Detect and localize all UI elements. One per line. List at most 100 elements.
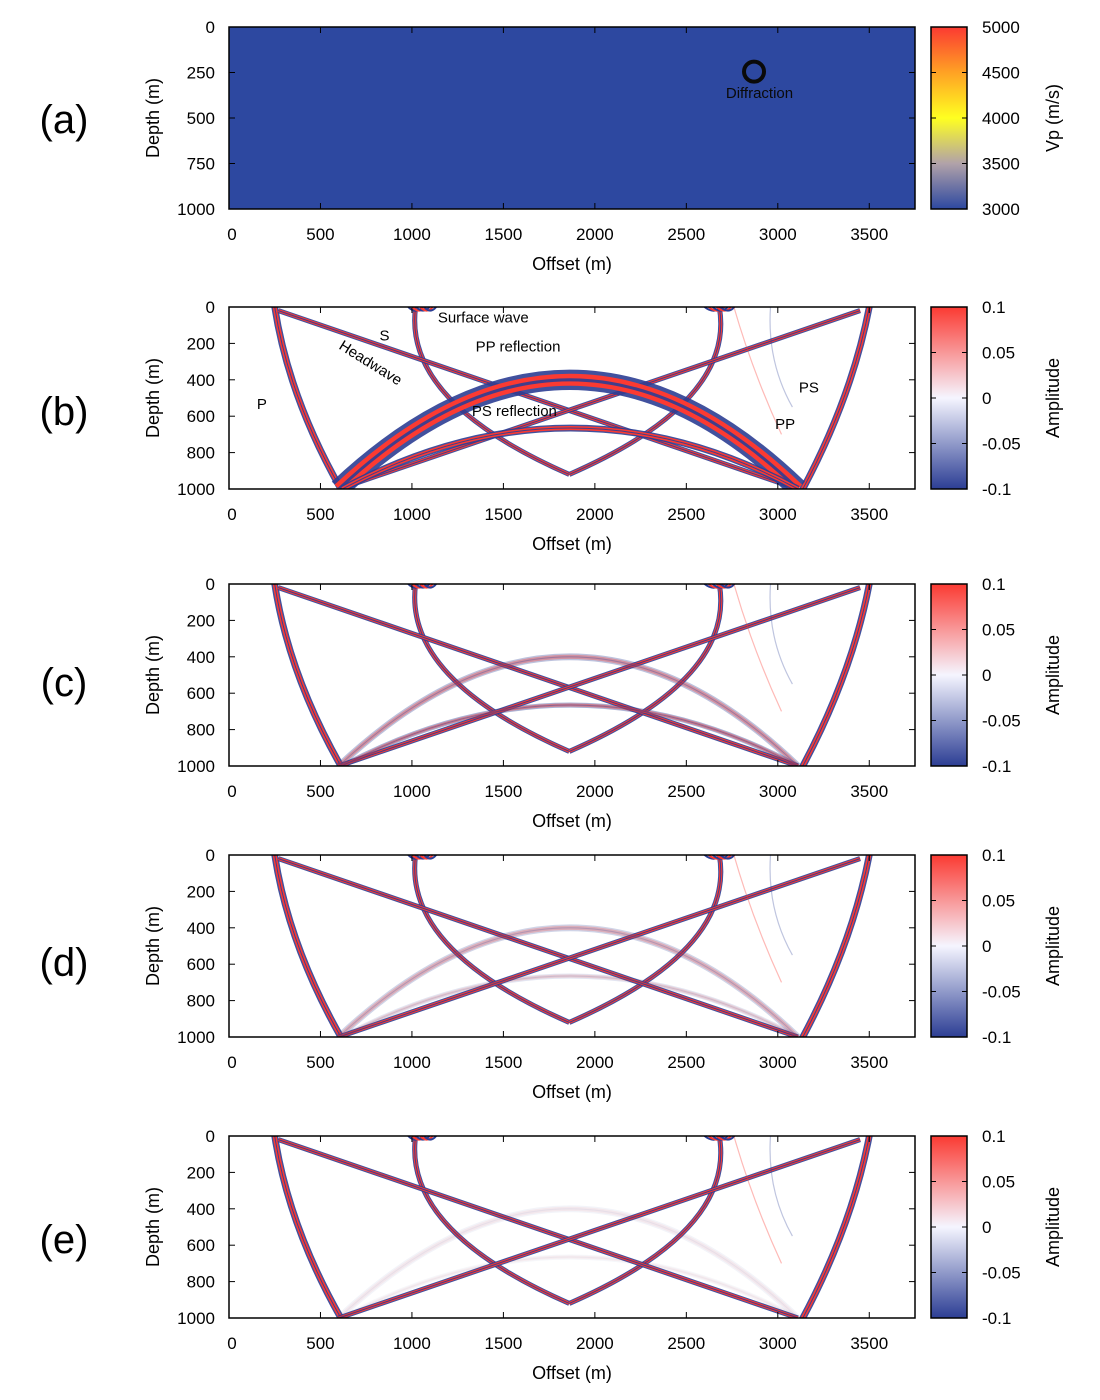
panel-label: (d): [40, 941, 89, 985]
y-tick-label: 1000: [177, 757, 215, 776]
x-tick-label: 1000: [393, 1053, 431, 1072]
pp-reflection-peak: [337, 1206, 800, 1318]
colorbar-tick-label: 4000: [982, 109, 1020, 128]
x-tick-label: 3500: [850, 1053, 888, 1072]
x-tick-label: 2500: [667, 505, 705, 524]
surface-wave-left-fan: [423, 584, 437, 589]
diffraction-arc: [733, 855, 783, 983]
y-tick-label: 250: [187, 64, 215, 83]
x-tick-label: 0: [227, 225, 236, 244]
diffraction-arc: [733, 1136, 783, 1264]
surface-wave-left-fan: [423, 855, 437, 860]
headwave-left-center: [278, 587, 799, 766]
plot-frame: [228, 306, 916, 490]
y-axis-title: Depth (m): [143, 635, 163, 715]
s-wave-right-center: [569, 584, 722, 752]
colorbar-title: Amplitude: [1043, 906, 1063, 986]
colorbar-tick-label: -0.1: [982, 757, 1011, 776]
surface-wave-right-fan: [720, 307, 736, 312]
colorbar-tick-label: -0.05: [982, 983, 1021, 1002]
diffraction-arc: [769, 855, 793, 956]
ps-reflection-center: [342, 427, 799, 489]
ps-reflection-center: [342, 1256, 799, 1318]
s-wave-left-center: [414, 584, 570, 752]
panel-label: (a): [40, 98, 89, 142]
y-tick-label: 800: [187, 992, 215, 1011]
diffraction-arc: [733, 307, 783, 435]
annotation-surface-wave: Surface wave: [438, 309, 529, 326]
y-tick-label: 800: [187, 721, 215, 740]
pp-reflection-center: [338, 656, 799, 766]
x-tick-label: 2000: [576, 782, 614, 801]
pp-reflection-center: [338, 927, 799, 1037]
p-wave-left-center: [274, 855, 342, 1037]
wavefield: [271, 307, 873, 489]
colorbar-tick-label: 0: [982, 1218, 991, 1237]
y-tick-label: 1000: [177, 200, 215, 219]
surface-wave-left-fan: [415, 307, 431, 312]
plot-frame: [228, 583, 916, 767]
colorbar-tick-label: 5000: [982, 18, 1020, 37]
y-tick-label: 1000: [177, 1028, 215, 1047]
x-axis-title: Offset (m): [532, 534, 612, 554]
y-tick-label: 400: [187, 1200, 215, 1219]
colorbar-tick-label: -0.05: [982, 435, 1021, 454]
x-tick-label: 2000: [576, 1053, 614, 1072]
headwave-left-center: [278, 1139, 799, 1318]
x-tick-label: 2000: [576, 225, 614, 244]
surface-wave-left-fan: [419, 584, 434, 589]
headwave-right-center: [338, 858, 861, 1037]
colorbar-title: Vp (m/s): [1043, 84, 1063, 152]
y-tick-label: 1000: [177, 480, 215, 499]
p-wave-right-center: [802, 855, 870, 1037]
y-tick-label: 800: [187, 444, 215, 463]
y-tick-label: 200: [187, 882, 215, 901]
diffraction-arc: [769, 584, 793, 685]
y-tick-label: 400: [187, 919, 215, 938]
colorbar-tick-label: 4500: [982, 64, 1020, 83]
x-tick-label: 500: [306, 505, 334, 524]
surface-wave-right-fan: [720, 855, 736, 860]
colorbar-tick-label: 0: [982, 389, 991, 408]
x-axis-title: Offset (m): [532, 254, 612, 274]
p-wave-left-center: [274, 584, 342, 766]
s-wave-left-center: [414, 1136, 570, 1304]
diffractor-marker: [742, 59, 767, 84]
wavefield-background: [229, 307, 915, 489]
x-tick-label: 500: [306, 1334, 334, 1353]
x-tick-label: 500: [306, 1053, 334, 1072]
velocity-model-field: [229, 27, 915, 209]
surface-wave-left-fan: [419, 307, 434, 312]
y-tick-label: 200: [187, 1163, 215, 1182]
colorbar-tick-label: 0.05: [982, 621, 1015, 640]
plot-frame: [228, 854, 916, 1038]
x-tick-label: 3000: [759, 505, 797, 524]
ps-reflection-center: [342, 975, 799, 1037]
ps-reflection-trough: [341, 973, 800, 1037]
wavefield-background: [229, 855, 915, 1037]
y-tick-label: 200: [187, 611, 215, 630]
pp-reflection-center: [337, 378, 799, 489]
x-tick-label: 0: [227, 782, 236, 801]
p-wave-left-center: [274, 1136, 342, 1318]
y-tick-label: 0: [206, 18, 215, 37]
wavefield: [271, 584, 873, 766]
colorbar-tick-label: -0.1: [982, 1309, 1011, 1328]
panel-a: (a) 0 500 1000 1500 2000 2500 3000 3500 0 250 500 75…: [40, 18, 1063, 274]
ps-reflection-trough: [341, 1254, 800, 1318]
x-tick-label: 1000: [393, 782, 431, 801]
surface-wave-left-fan: [423, 1136, 437, 1141]
headwave-right-center: [338, 587, 861, 766]
panel-c: (c) 0 500 1000 1500 2000 2500 3000 3500 0 200 400 60…: [41, 575, 1063, 831]
colorbar-title: Amplitude: [1043, 1187, 1063, 1267]
x-tick-label: 3000: [759, 1053, 797, 1072]
x-tick-label: 3000: [759, 225, 797, 244]
p-wave-right-center: [802, 1136, 870, 1318]
x-tick-label: 1500: [484, 225, 522, 244]
y-axis-title: Depth (m): [143, 358, 163, 438]
ps-reflection-peak: [341, 1255, 799, 1318]
surface-wave-left-fan: [419, 1136, 434, 1141]
panel-b: (b) 0 500 1000 1500 2000 2500 3000 3500 0 200 400 60…: [40, 298, 1063, 554]
y-tick-label: 800: [187, 1273, 215, 1292]
